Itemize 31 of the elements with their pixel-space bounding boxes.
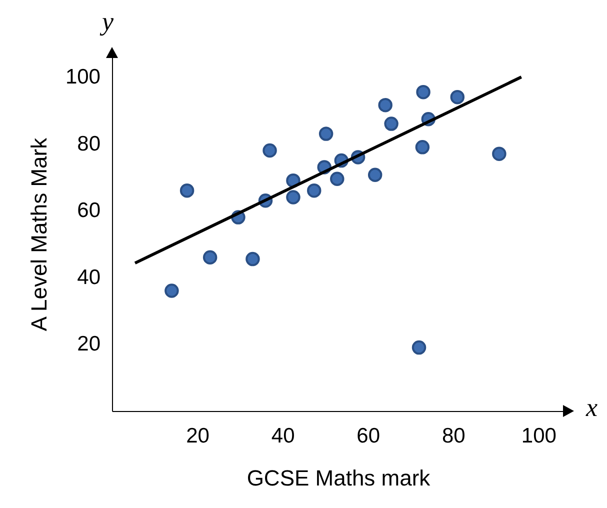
point	[306, 183, 322, 198]
point	[450, 90, 465, 104]
y-tick-label: 80	[77, 132, 100, 156]
x-tick-label: 20	[186, 424, 210, 448]
y-tick-label: 20	[77, 332, 100, 356]
x-tick-label: 80	[442, 424, 466, 448]
x-tick-label: 60	[356, 424, 380, 448]
point	[412, 340, 426, 355]
y-tick-label: 100	[65, 66, 100, 89]
point	[246, 252, 260, 266]
point	[384, 116, 398, 131]
point	[415, 140, 430, 154]
point	[164, 284, 179, 298]
point	[318, 126, 334, 141]
point	[330, 172, 344, 186]
point	[202, 250, 218, 264]
point	[180, 183, 194, 198]
y-tick-label: 40	[77, 266, 100, 289]
point	[262, 143, 277, 158]
x-tick-label: 40	[271, 424, 295, 448]
point	[416, 84, 430, 100]
text: x	[586, 393, 598, 423]
y-axis-title: A Level Maths Mark	[26, 136, 52, 332]
point	[368, 168, 382, 182]
point	[378, 98, 392, 112]
point	[492, 146, 506, 161]
text: y	[102, 7, 114, 37]
x-axis-title: GCSE Maths mark	[246, 466, 432, 490]
x-tick-label: 100	[521, 424, 556, 448]
y-tick-label: 60	[77, 199, 100, 222]
point	[286, 190, 300, 204]
